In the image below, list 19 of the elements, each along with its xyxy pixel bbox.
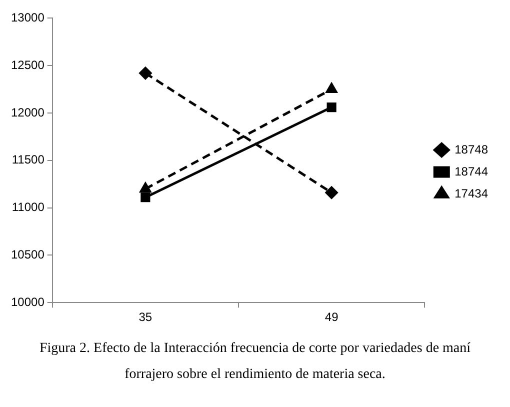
y-tick-label: 11500: [12, 152, 45, 167]
text: Figura 2. Efecto de la Interacción frecuencia de corte por variedades de maní forrajero sobre el rendimiento de materia seca.: [38, 340, 472, 384]
point: [139, 66, 152, 80]
legend-label: 18748: [454, 142, 488, 156]
y-tick-label: 12000: [10, 105, 45, 120]
y-tick-label: 10000: [10, 294, 45, 309]
x-tick-label: 49: [324, 310, 339, 324]
y-tick-label: 13000: [10, 10, 45, 25]
legend-label: 17434: [454, 186, 488, 200]
point: [325, 186, 338, 199]
legend-label: 18744: [454, 164, 488, 178]
y-tick-label: 10500: [10, 248, 45, 262]
point: [140, 192, 150, 202]
y-tick-label: 11000: [12, 200, 45, 214]
point: [140, 182, 152, 193]
point: [326, 102, 336, 112]
x-tick-label: 35: [138, 310, 152, 324]
y-tick-label: 12500: [10, 58, 45, 72]
point: [326, 83, 338, 94]
